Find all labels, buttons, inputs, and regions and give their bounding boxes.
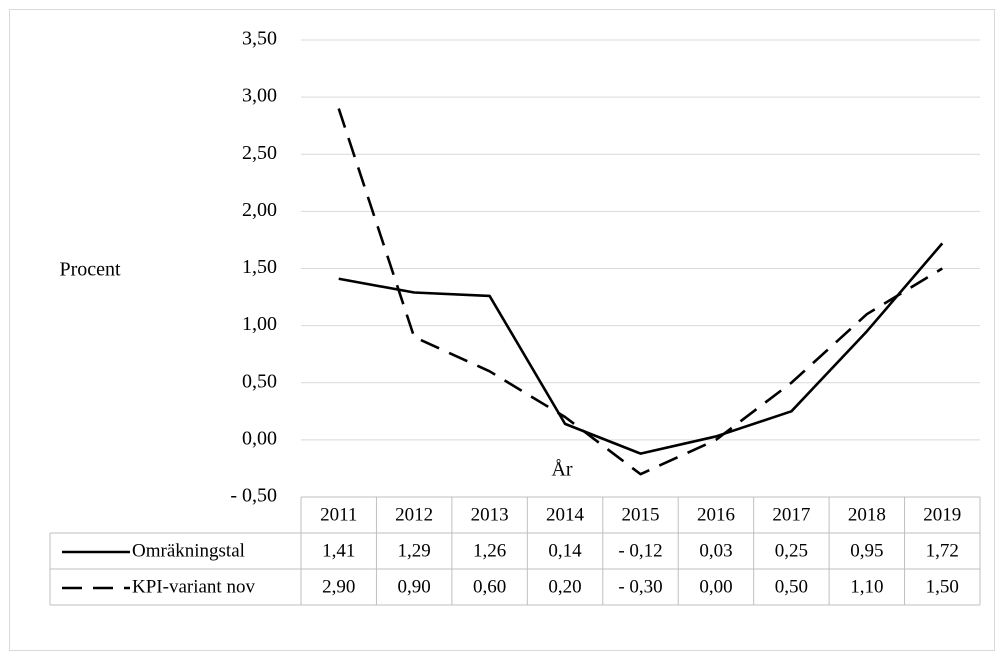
y-tick-label: 3,00: [242, 85, 277, 107]
x-tick-label: 2015: [622, 504, 660, 525]
series-line: [338, 242, 944, 455]
chart-border: [9, 9, 995, 651]
table-value: 1,50: [926, 576, 959, 597]
table-value: 1,10: [850, 576, 883, 597]
y-axis-label: Procent: [59, 259, 121, 281]
table-value: 1,26: [473, 540, 506, 561]
y-tick-label: 2,50: [242, 142, 277, 164]
y-tick-label: 1,00: [242, 313, 277, 335]
y-tick-label: - 0,50: [230, 485, 277, 507]
y-tick-label: 3,50: [242, 28, 277, 50]
table-value: 0,03: [699, 540, 732, 561]
x-tick-label: 2013: [471, 504, 509, 525]
table-value: 1,72: [926, 540, 959, 561]
x-tick-label: 2018: [848, 504, 886, 525]
table-value: 2,90: [322, 576, 355, 597]
table-value: 0,20: [548, 576, 581, 597]
table-value: 1,41: [322, 540, 355, 561]
x-tick-label: 2014: [546, 504, 585, 525]
table-value: 0,90: [398, 576, 431, 597]
table-value: - 0,12: [618, 540, 662, 561]
table-value: 1,29: [398, 540, 431, 561]
series-line: [337, 108, 943, 476]
legend-label: Omräkningstal: [132, 540, 245, 561]
x-tick-label: 2017: [772, 504, 810, 525]
legend-label: KPI-variant nov: [132, 576, 255, 597]
table-value: 0,95: [850, 540, 883, 561]
y-tick-label: 0,50: [242, 370, 277, 392]
table-value: 0,25: [775, 540, 808, 561]
x-tick-label: 2012: [395, 504, 433, 525]
y-tick-label: 0,00: [242, 427, 277, 449]
y-tick-label: 2,00: [242, 199, 277, 221]
table-value: 0,00: [699, 576, 732, 597]
x-tick-label: 2019: [923, 504, 961, 525]
x-tick-label: 2011: [320, 504, 357, 525]
table-value: - 0,30: [618, 576, 662, 597]
y-tick-label: 1,50: [242, 256, 277, 278]
table-value: 0,60: [473, 576, 506, 597]
x-tick-label: 2016: [697, 504, 735, 525]
table-value: 0,14: [548, 540, 582, 561]
x-axis-label: År: [551, 459, 572, 481]
table-value: 0,50: [775, 576, 808, 597]
